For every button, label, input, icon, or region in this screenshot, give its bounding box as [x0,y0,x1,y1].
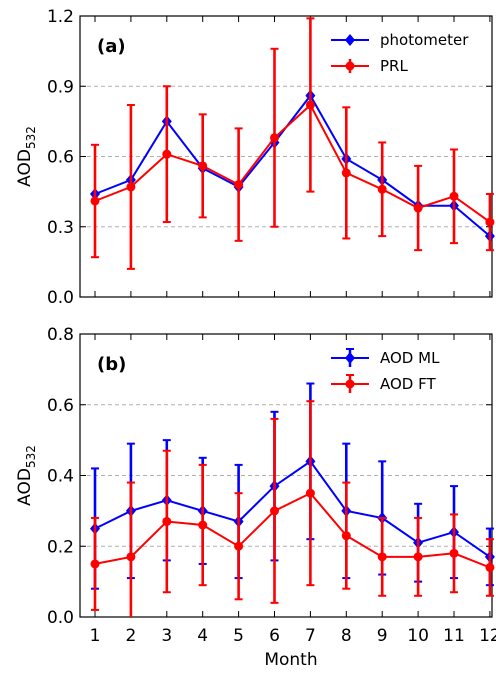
data-point [305,100,315,110]
data-point [198,161,208,171]
panel-label: (a) [97,36,126,57]
y-tick-label: 0.3 [47,218,74,238]
y-tick-label: 0.0 [47,608,74,628]
x-tick-label: 4 [197,626,208,646]
series-prl [90,17,495,270]
data-point [413,203,423,213]
legend: photometer PRL [331,31,469,75]
y-tick-label: 0.4 [47,467,74,487]
legend: AOD ML AOD FT [331,348,440,393]
data-point [341,531,351,541]
y-tick-label: 0.2 [47,537,74,557]
panel-b: 0.00.20.40.60.81 2 3 4 5 6 7 8 9 10 11 12AOD532Mont… [15,325,496,670]
y-tick-label: 0.9 [47,77,74,97]
series-line [94,491,491,569]
data-point [234,180,244,190]
data-point [126,552,136,562]
y-axis-label: AOD532 [15,445,38,506]
panel-label: (b) [97,354,126,375]
y-axis-label-main: AOD [15,468,35,506]
y-axis-label: AOD532 [15,126,38,187]
y-tick-label: 0.6 [47,148,74,168]
legend-label: AOD FT [380,375,436,393]
legend-label: photometer [380,31,469,49]
data-point [198,520,208,530]
data-point [413,552,423,562]
y-axis-label-subscript: 532 [24,445,38,468]
legend-label: PRL [380,57,408,75]
legend-marker [345,379,355,389]
data-point [126,182,136,192]
y-tick-label: 0.8 [47,325,74,345]
x-tick-label: 10 [407,626,429,646]
y-axis-label-subscript: 532 [24,126,38,149]
x-tick-label: 7 [305,626,316,646]
data-point [162,149,172,159]
axes-frame [79,333,493,618]
data-point [234,541,244,551]
data-point [341,168,351,178]
x-tick-label: 9 [377,626,388,646]
series-aod-ml [90,382,495,590]
data-point [485,217,495,227]
series-line [94,460,491,558]
data-point [377,552,387,562]
data-point [90,559,100,569]
data-point [90,196,100,206]
x-tick-label: 8 [341,626,352,646]
data-point [449,191,459,201]
legend-marker [345,34,355,46]
series-aod-ft [90,400,495,617]
x-tick-label: 12 [479,626,496,646]
x-tick-label: 3 [161,626,172,646]
panel-a: 0.0 0.3 0.6 0.9 1.2 AOD532 (a) photometer PRL [15,7,495,308]
axes-frame [79,15,493,298]
y-tick-label: 0.0 [47,288,74,308]
x-tick-label: 11 [443,626,465,646]
x-tick-label: 5 [233,626,244,646]
data-point [377,184,387,194]
data-point [162,516,172,526]
x-tick-label: 1 [90,626,101,646]
series-line [94,103,491,223]
y-tick-label: 0.6 [47,396,74,416]
legend-label: AOD ML [380,349,440,367]
data-point [270,506,279,516]
data-point [270,133,279,143]
legend-marker [345,61,355,71]
x-axis-label: Month [264,650,317,670]
y-tick-label: 1.2 [47,7,74,27]
data-point [449,548,459,558]
data-point [485,562,495,572]
data-point [305,488,315,498]
x-tick-label: 6 [269,626,280,646]
x-tick-label: 2 [125,626,136,646]
series-photometer [90,89,495,243]
legend-marker [345,352,355,364]
y-axis-label-main: AOD [15,149,35,187]
